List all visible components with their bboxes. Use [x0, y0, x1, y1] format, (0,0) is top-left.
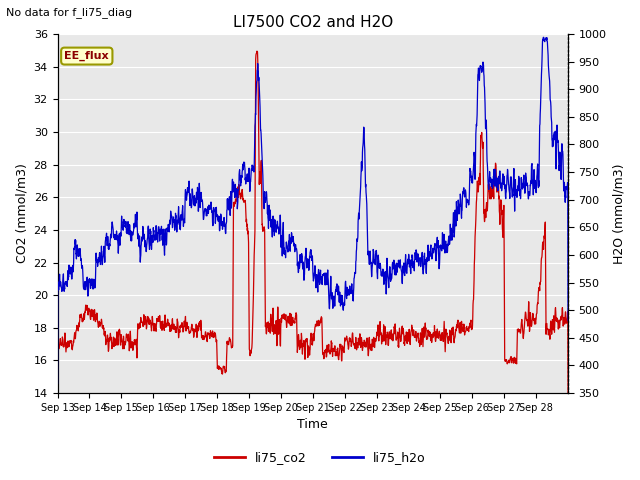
Legend: li75_co2, li75_h2o: li75_co2, li75_h2o [209, 446, 431, 469]
Y-axis label: CO2 (mmol/m3): CO2 (mmol/m3) [15, 164, 28, 264]
Text: EE_flux: EE_flux [65, 51, 109, 61]
Text: No data for f_li75_diag: No data for f_li75_diag [6, 7, 132, 18]
X-axis label: Time: Time [298, 419, 328, 432]
Y-axis label: H2O (mmol/m3): H2O (mmol/m3) [612, 163, 625, 264]
Title: LI7500 CO2 and H2O: LI7500 CO2 and H2O [233, 15, 393, 30]
